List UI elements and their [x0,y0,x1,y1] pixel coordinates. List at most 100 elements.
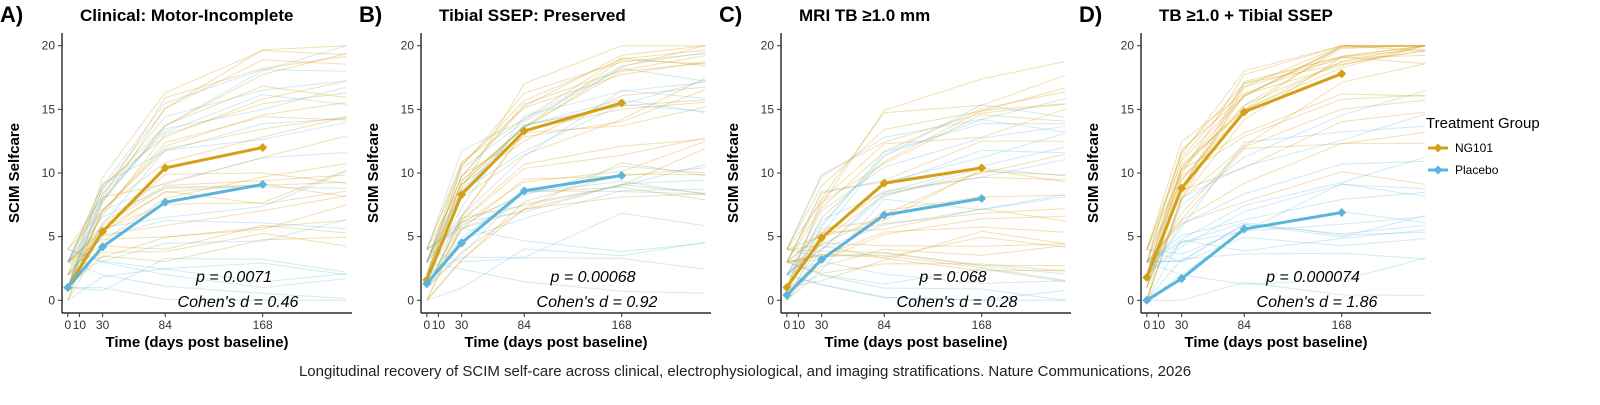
individual-trajectory [1146,48,1426,250]
data-point-placebo [977,193,987,203]
y-tick-label: 20 [1121,39,1135,53]
p-value-annotation: p = 0.000074 [1265,269,1360,286]
individual-trajectories [1146,45,1426,301]
individual-trajectory [1146,171,1426,263]
y-tick-label: 0 [407,293,414,307]
panel-letter: D) [1079,2,1102,27]
p-value-annotation: p = 0.00068 [550,269,636,286]
effect-size-annotation: Cohen's d = 0.28 [897,294,1018,311]
data-point-ng101 [977,163,987,173]
individual-trajectory [786,274,1066,301]
y-tick-label: 0 [767,293,774,307]
individual-trajectory [67,116,347,301]
individual-trajectory [786,108,1066,288]
individual-trajectory [67,204,347,263]
x-tick-label: 30 [96,318,110,332]
individual-trajectory [1146,45,1426,250]
data-point-ng101 [160,163,170,173]
individual-trajectory [67,116,347,288]
effect-size-annotation: Cohen's d = 0.92 [537,294,658,311]
individual-trajectory [426,89,706,288]
individual-trajectory [67,45,347,301]
individual-trajectory [426,165,706,250]
individual-trajectory [786,159,1066,276]
y-tick-label: 10 [42,166,56,180]
individual-trajectory [786,91,1066,263]
x-tick-label: 168 [612,318,632,332]
individual-trajectory [67,287,347,301]
legend: Treatment Group NG101 Placebo [1426,115,1540,177]
x-tick-label: 10 [432,318,446,332]
individual-trajectory [426,167,706,288]
individual-trajectory [1146,222,1426,263]
series-line-placebo [425,174,622,285]
individual-trajectory [67,248,347,289]
legend-key-marker [1433,165,1443,175]
y-tick-label: 15 [1121,102,1135,116]
individual-trajectory [426,162,706,301]
data-point-placebo [98,242,108,252]
individual-trajectory [67,174,347,288]
individual-trajectory [426,81,706,276]
individual-trajectory [1146,281,1426,301]
individual-trajectory [67,118,347,263]
x-tick-label: 30 [1175,318,1189,332]
individual-trajectory [1146,49,1426,301]
individual-trajectory [1146,156,1426,301]
x-tick-label: 10 [792,318,806,332]
individual-trajectory [1146,236,1426,263]
individual-trajectory [786,167,1066,301]
individual-trajectory [786,274,1066,301]
individual-trajectory [1146,45,1426,275]
x-tick-label: 0 [423,318,430,332]
individual-trajectory [426,137,706,288]
individual-trajectory [67,261,347,300]
individual-trajectory [67,116,347,250]
x-tick-label: 84 [1238,318,1252,332]
series-line-placebo [1146,211,1342,302]
y-tick-label: 15 [761,102,775,116]
individual-trajectories [426,45,706,301]
data-point-placebo [879,210,889,220]
individual-trajectory [67,183,347,263]
individual-trajectory [1146,142,1426,263]
individual-trajectory [67,55,347,288]
p-value-annotation: p = 0.0071 [195,269,272,286]
p-value-annotation: p = 0.068 [918,269,986,286]
individual-trajectory [786,146,1066,276]
y-tick-label: 0 [1127,293,1134,307]
y-axis-label: SCIM Selfcare [1085,123,1102,223]
individual-trajectory [67,260,347,283]
individual-trajectory [1146,50,1426,301]
individual-trajectory [67,172,347,276]
individual-trajectory [1146,54,1426,275]
individual-trajectory [426,57,706,250]
data-point-placebo [1142,295,1152,305]
individual-trajectory [426,241,706,301]
data-point-ng101 [1142,272,1152,282]
individual-trajectory [1146,223,1426,263]
x-tick-label: 0 [1143,318,1150,332]
data-point-ng101 [879,178,889,188]
individual-trajectory [786,118,1066,276]
individual-trajectory [67,92,347,276]
individual-trajectory [426,183,706,301]
data-point-placebo [1337,207,1347,217]
data-point-ng101 [1177,183,1187,193]
data-point-ng101 [1239,107,1249,117]
individual-trajectory [67,219,347,262]
individual-trajectory [426,179,706,263]
individual-trajectory [426,99,706,263]
effect-size-annotation: Cohen's d = 1.86 [1257,294,1378,311]
y-tick-label: 20 [761,39,775,53]
individual-trajectory [1146,131,1426,263]
individual-trajectory [67,80,347,263]
x-axis-label: Time (days post baseline) [1184,334,1367,351]
panel-letter: C) [719,2,742,27]
individual-trajectory [426,80,706,263]
x-tick-label: 168 [972,318,992,332]
individual-trajectory [67,94,347,288]
individual-trajectory [786,226,1066,263]
individual-trajectory [67,257,347,292]
x-tick-label: 84 [878,318,892,332]
